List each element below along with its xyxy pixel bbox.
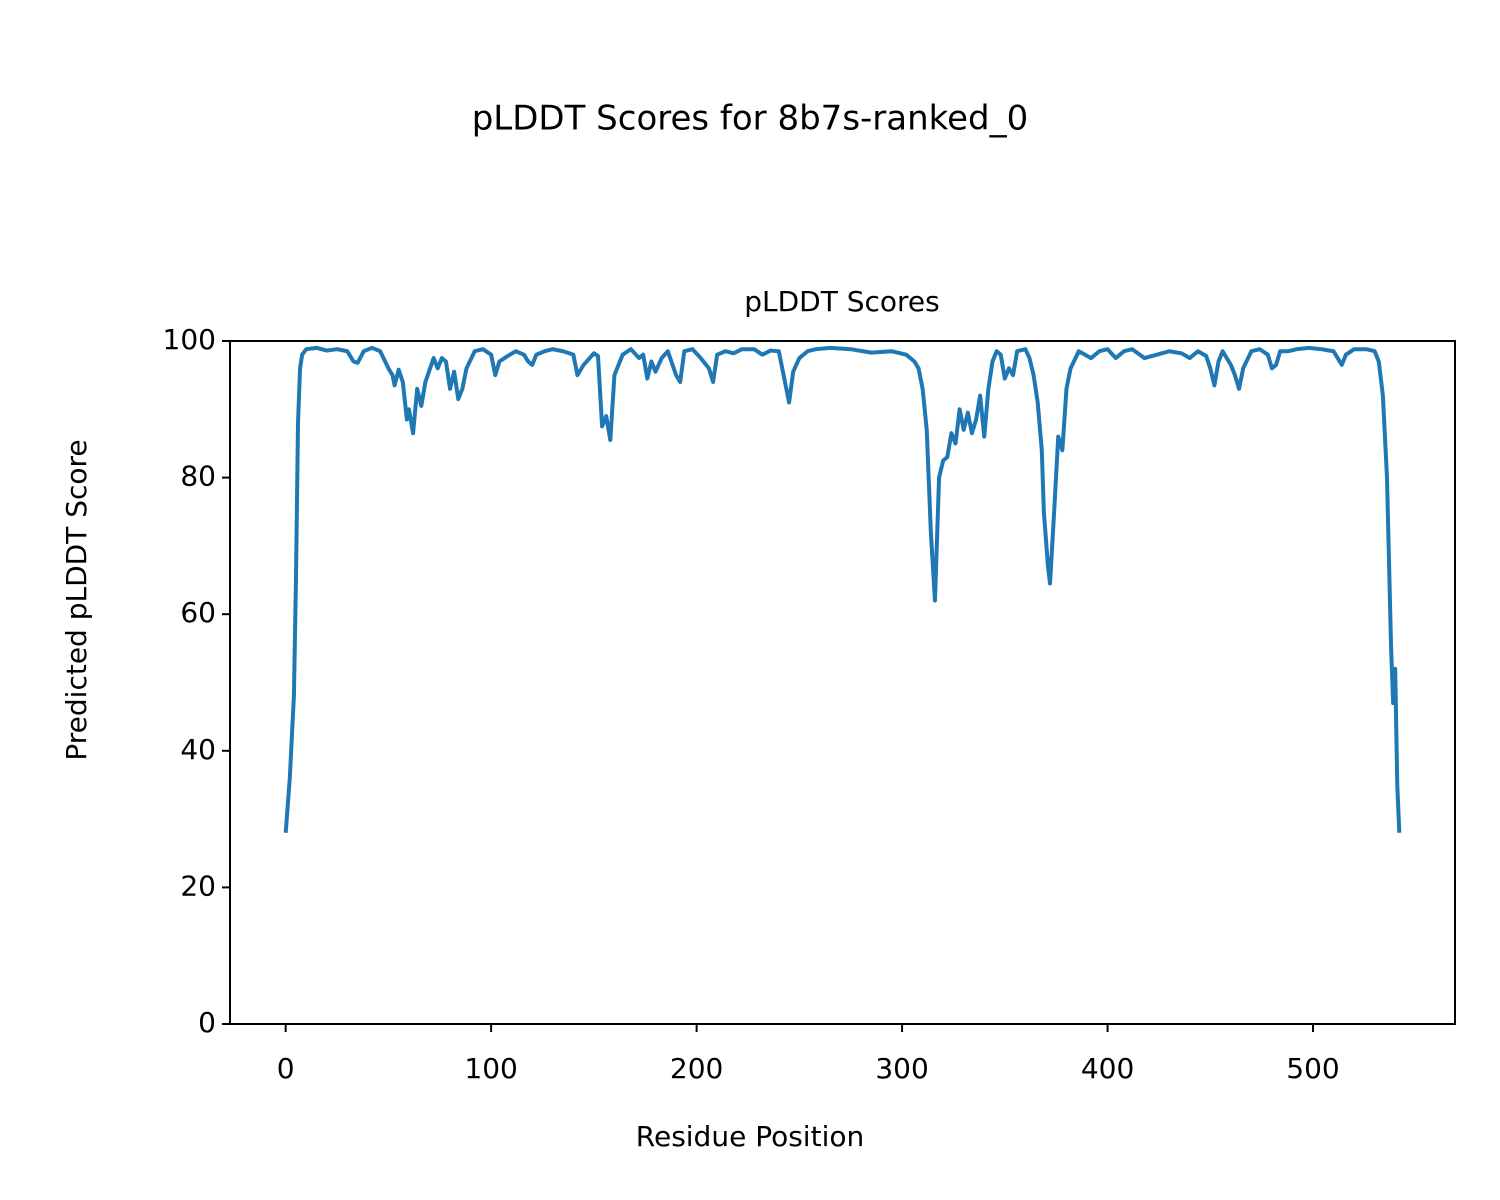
y-tick-label: 0 (198, 1006, 216, 1039)
chart-subtitle: pLDDT Scores (744, 285, 940, 318)
x-tick-label: 300 (875, 1052, 928, 1085)
y-tick-label: 100 (163, 323, 216, 356)
x-tick-label: 500 (1286, 1052, 1339, 1085)
y-tick-label: 20 (180, 869, 216, 902)
plot-frame (229, 340, 1456, 1025)
x-tick-label: 0 (277, 1052, 295, 1085)
x-axis-label: Residue Position (636, 1120, 864, 1153)
y-axis-label: Predicted pLDDT Score (60, 439, 93, 760)
chart-title: pLDDT Scores for 8b7s-ranked_0 (472, 99, 1029, 139)
y-tick-label: 80 (180, 460, 216, 493)
data-line (283, 345, 1402, 833)
y-tick-label: 40 (180, 733, 216, 766)
x-tick-label: 200 (670, 1052, 723, 1085)
y-tick-label: 60 (180, 596, 216, 629)
x-tick-label: 100 (464, 1052, 517, 1085)
x-tick-label: 400 (1081, 1052, 1134, 1085)
